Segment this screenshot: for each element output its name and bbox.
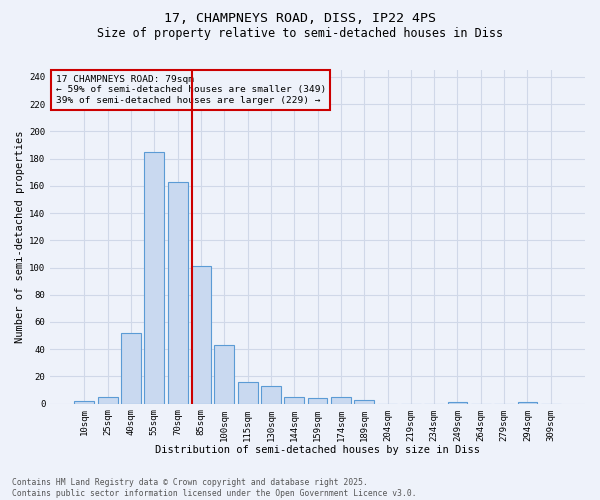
Bar — [308, 398, 328, 404]
Bar — [331, 397, 351, 404]
Bar — [121, 333, 141, 404]
Bar — [448, 402, 467, 404]
Bar — [191, 266, 211, 404]
Bar — [518, 402, 538, 404]
Bar — [168, 182, 188, 404]
Y-axis label: Number of semi-detached properties: Number of semi-detached properties — [15, 130, 25, 343]
Bar — [261, 386, 281, 404]
Bar — [238, 382, 257, 404]
Text: 17, CHAMPNEYS ROAD, DISS, IP22 4PS: 17, CHAMPNEYS ROAD, DISS, IP22 4PS — [164, 12, 436, 26]
Bar — [214, 345, 234, 404]
Bar — [284, 397, 304, 404]
X-axis label: Distribution of semi-detached houses by size in Diss: Distribution of semi-detached houses by … — [155, 445, 480, 455]
Text: 17 CHAMPNEYS ROAD: 79sqm
← 59% of semi-detached houses are smaller (349)
39% of : 17 CHAMPNEYS ROAD: 79sqm ← 59% of semi-d… — [56, 75, 326, 105]
Bar — [74, 401, 94, 404]
Bar — [145, 152, 164, 404]
Text: Size of property relative to semi-detached houses in Diss: Size of property relative to semi-detach… — [97, 28, 503, 40]
Bar — [355, 400, 374, 404]
Bar — [98, 397, 118, 404]
Text: Contains HM Land Registry data © Crown copyright and database right 2025.
Contai: Contains HM Land Registry data © Crown c… — [12, 478, 416, 498]
